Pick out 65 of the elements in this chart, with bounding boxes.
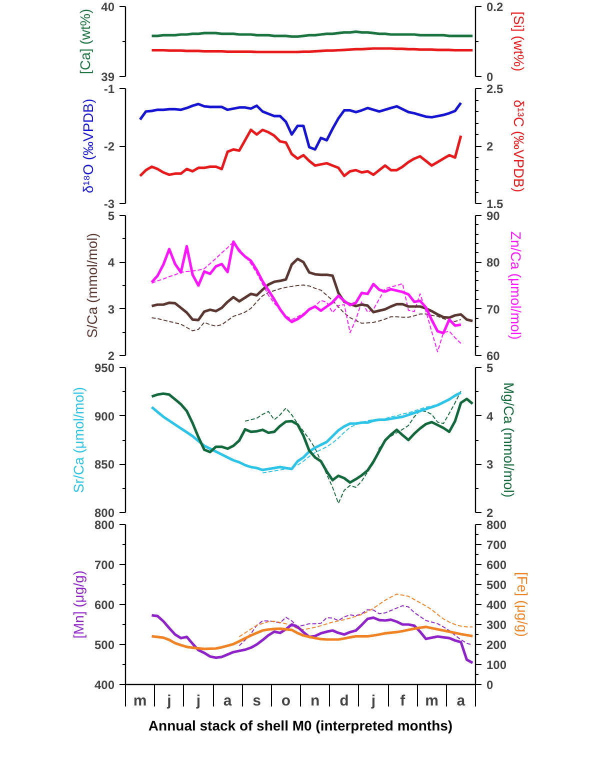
- y-tick-label: 40: [101, 0, 115, 14]
- y-axis-title: [Mn] (μg/g): [70, 570, 86, 638]
- y-tick-label: 800: [94, 518, 115, 532]
- y2-tick-label: 0: [486, 678, 494, 692]
- y2-axis-title: [Fe] (μg/g): [514, 572, 531, 637]
- y-axis-title: S/Ca (mmol/mol): [84, 232, 100, 338]
- y2-tick-label: 80: [486, 256, 500, 270]
- y2-tick-label: 100: [486, 658, 507, 672]
- y2-tick-label: 5: [486, 361, 494, 375]
- y2-tick-label: 1.5: [486, 197, 504, 211]
- y-tick-label: 700: [94, 558, 115, 572]
- x-tick-label: s: [252, 692, 261, 710]
- y2-tick-label: 700: [486, 538, 507, 552]
- y2-tick-label: 500: [486, 578, 507, 592]
- y-tick-label: 4: [108, 256, 115, 270]
- y2-tick-label: 600: [486, 558, 507, 572]
- y2-tick-label: 400: [486, 598, 507, 612]
- y2-tick-label: 70: [486, 302, 500, 316]
- x-tick-label: j: [166, 692, 172, 710]
- y-axis-title: δ¹⁸O (‰VPDB): [80, 98, 96, 194]
- y2-tick-label: 800: [486, 518, 507, 532]
- y2-tick-label: 4: [486, 409, 494, 424]
- y-tick-label: 800: [94, 506, 115, 520]
- x-axis-title: Annual stack of shell M0 (interpreted months): [148, 718, 453, 734]
- y-tick-label: 5: [108, 209, 115, 223]
- y2-tick-label: 2: [486, 506, 494, 520]
- x-tick-label: o: [281, 692, 291, 710]
- x-tick-label: n: [310, 692, 320, 710]
- y-tick-label: -1: [104, 82, 115, 96]
- y2-tick-label: 2: [486, 140, 494, 154]
- y-tick-label: -3: [104, 197, 115, 211]
- y2-tick-label: 200: [486, 638, 507, 652]
- y-tick-label: 39: [101, 70, 115, 84]
- y2-axis-title: Mg/Ca (mmol/mol): [501, 382, 518, 498]
- y-tick-label: 2: [108, 349, 115, 363]
- x-tick-label: j: [370, 692, 376, 710]
- y2-tick-label: 2.5: [486, 82, 504, 96]
- y2-tick-label: 0.2: [486, 0, 504, 14]
- y2-tick-label: 0: [486, 70, 494, 84]
- y-axis-title: Sr/Ca (μmol/mol): [70, 386, 86, 494]
- y-tick-label: 900: [94, 409, 115, 424]
- x-tick-label: a: [223, 692, 232, 710]
- x-tick-label: m: [425, 692, 438, 710]
- x-tick-label: j: [195, 692, 201, 710]
- y-tick-label: 3: [108, 302, 115, 316]
- y2-tick-label: 90: [486, 209, 500, 223]
- y-tick-label: 600: [94, 598, 115, 612]
- y-tick-label: 400: [94, 678, 115, 692]
- y2-tick-label: 300: [486, 618, 507, 632]
- y-tick-label: -2: [104, 140, 115, 154]
- y-tick-label: 950: [94, 361, 115, 375]
- y2-tick-label: 3: [486, 458, 494, 472]
- y2-tick-label: 60: [486, 349, 500, 363]
- line-series: [138, 128, 462, 178]
- y2-axis-title: [Si] (wt%): [511, 12, 528, 72]
- line-series: [138, 102, 462, 151]
- y2-axis-title: Zn/Ca (μmol/mol): [508, 231, 524, 340]
- y-tick-label: 850: [94, 458, 115, 472]
- y-tick-label: 500: [94, 638, 115, 652]
- y2-axis-title: δ¹³C (‰VPDB): [511, 100, 528, 192]
- x-tick-label: m: [133, 692, 147, 710]
- y-axis-title: [Ca] (wt%): [77, 8, 94, 74]
- x-tick-label: a: [456, 692, 466, 710]
- x-tick-label: f: [400, 692, 406, 710]
- x-tick-label: d: [340, 692, 349, 710]
